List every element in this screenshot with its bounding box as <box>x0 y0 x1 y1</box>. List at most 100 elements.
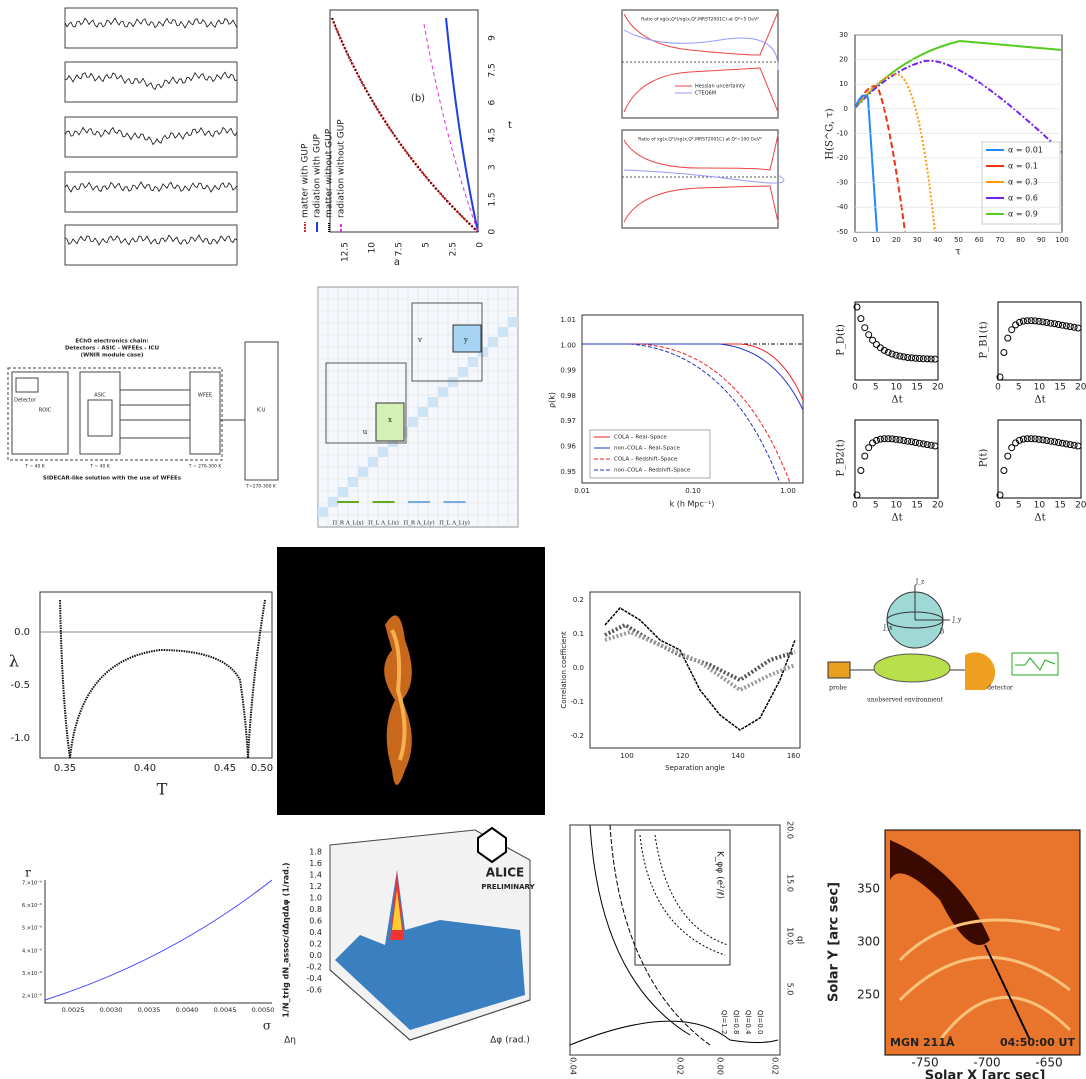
marker <box>1062 440 1070 448</box>
label: P_B1(t) <box>979 321 990 358</box>
diagonal-cell <box>508 317 518 327</box>
label: (WNIR module case) <box>81 353 144 359</box>
diagonal-cell <box>408 417 418 427</box>
label: unobserved environment <box>867 697 944 704</box>
label: -40 <box>837 203 848 211</box>
marker <box>876 435 884 443</box>
spectrum-line <box>64 126 238 146</box>
label: 90 <box>1037 236 1046 244</box>
label: 0.0030 <box>100 1006 123 1014</box>
label: 0.95 <box>560 468 576 476</box>
marker <box>1031 435 1039 443</box>
label: 0.0 <box>573 664 584 672</box>
label: (b) <box>411 93 425 104</box>
label: radiation without GUP <box>337 119 347 218</box>
marker <box>912 354 919 362</box>
label: 300 <box>857 935 880 949</box>
marker <box>1000 349 1008 356</box>
label: Hessian uncertainty <box>695 84 745 90</box>
marker <box>912 439 919 446</box>
label: 10 <box>1034 383 1046 393</box>
label: x <box>388 416 392 424</box>
label: J_y <box>952 617 962 624</box>
label: 250 <box>857 988 880 1002</box>
label: 0.2 <box>309 940 322 949</box>
label: -700 <box>973 1056 1000 1070</box>
label: 0.02 <box>771 1057 780 1075</box>
diagonal-cell <box>428 397 438 407</box>
label: 0.50 <box>251 763 273 774</box>
gup-panel <box>329 9 479 233</box>
diagonal-cell <box>478 347 488 357</box>
spectrum-line <box>64 234 238 246</box>
label: 04:50:00 UT <box>1000 1036 1075 1049</box>
label: Ql=1.2 <box>720 1010 728 1034</box>
label: 120 <box>676 752 689 760</box>
marker <box>904 437 912 445</box>
label: 0 <box>476 242 486 248</box>
label: radiation with GUP <box>313 133 323 218</box>
label: ASIC <box>94 393 106 399</box>
label: detector <box>987 685 1013 692</box>
label: 6 <box>488 99 498 105</box>
label: 10 <box>1034 501 1046 511</box>
marker <box>1051 438 1059 446</box>
label: T ~ 40 K <box>24 464 46 470</box>
label: 40 <box>933 236 942 244</box>
diagonal-cell <box>418 407 428 417</box>
marker <box>1035 435 1043 443</box>
marker <box>1000 467 1008 474</box>
marker <box>1074 324 1082 332</box>
marker <box>857 315 865 323</box>
label: 1/N_trig dN_assoc/dΔηdΔφ (1/rad.) <box>282 862 291 1017</box>
label: 0.02 <box>676 1057 685 1075</box>
label: 10 <box>891 383 903 393</box>
block <box>325 362 407 444</box>
label: 0.0050 <box>252 1006 275 1014</box>
marker <box>900 437 908 444</box>
diagonal-cell <box>378 447 388 457</box>
label: 30 <box>839 31 848 39</box>
marker <box>1027 435 1035 443</box>
label: 20 <box>932 383 944 393</box>
label: SIDECAR-like solution with the use of WF… <box>43 476 182 482</box>
label: k (h Mpc⁻¹) <box>670 500 715 509</box>
spectrum-line <box>64 17 238 29</box>
label: 0 <box>852 383 858 393</box>
marker <box>900 353 908 361</box>
label: 5 <box>873 501 879 511</box>
marker <box>896 352 904 360</box>
label: -750 <box>911 1056 938 1070</box>
label: ROIC <box>39 408 52 414</box>
label: Detectors - ASIC - WFEEs - ICU <box>65 346 159 352</box>
label: -0.5 <box>10 680 30 691</box>
marker <box>1035 317 1043 325</box>
label: 30 <box>913 236 922 244</box>
marker <box>1070 323 1078 331</box>
marker <box>884 348 892 356</box>
label: 60 <box>975 236 984 244</box>
label: v <box>417 336 422 344</box>
marker <box>919 355 927 363</box>
label: J_z <box>915 579 925 586</box>
label: Δt <box>1034 513 1045 524</box>
marker <box>1023 317 1031 325</box>
marker <box>1027 317 1035 325</box>
diagonal-cell <box>438 387 448 397</box>
label: 0.00 <box>716 1057 725 1075</box>
label: -0.2 <box>306 963 322 972</box>
rsigma-panel <box>44 879 273 1004</box>
label: 10 <box>871 236 880 244</box>
label: 1.4 <box>309 871 322 880</box>
spectrum-box <box>64 171 238 213</box>
marker <box>996 373 1004 381</box>
alice-panel <box>329 826 531 1041</box>
marker <box>904 354 912 361</box>
label: COLA – Redshift–Space <box>614 457 678 463</box>
label: α = 0.6 <box>1008 194 1038 203</box>
label: 5.0 <box>786 983 795 996</box>
label: 10.0 <box>786 927 795 945</box>
label: 0.04 <box>569 1057 578 1075</box>
label: t <box>508 120 512 131</box>
kappa-panel <box>569 824 781 1056</box>
